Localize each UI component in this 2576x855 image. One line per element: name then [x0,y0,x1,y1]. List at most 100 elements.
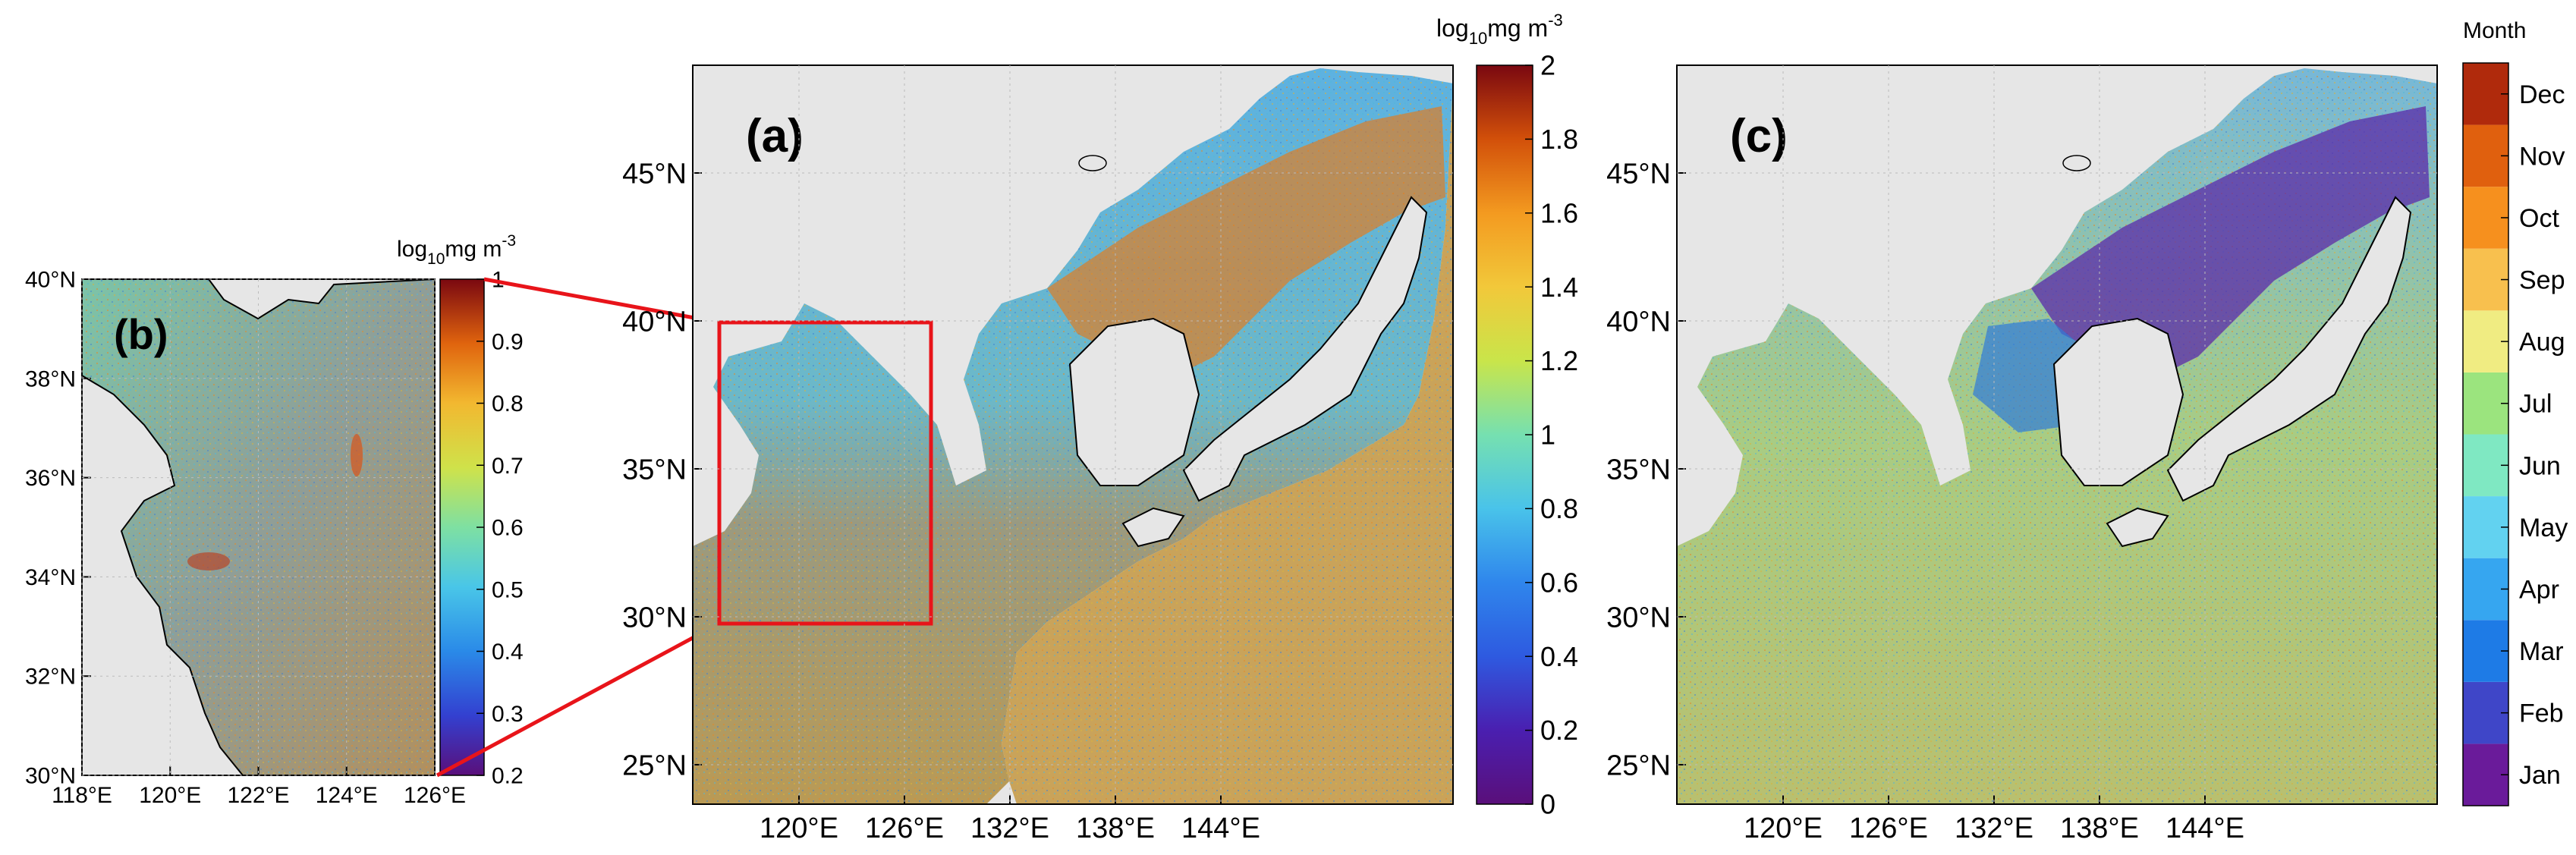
lon-tick-label: 144°E [2166,813,2244,844]
panel-a: (a) 120°E 126°E 132°E 138°E 144°E 25°N 30°N 35… [622,11,1578,844]
month-label: Feb [2519,699,2564,728]
panel-c-kyushu [2106,507,2169,548]
panel-a-colorbar-ticks: 0 0.2 0.4 0.6 0.8 1 1.2 1.4 1.6 1.8 2 [1525,50,1578,820]
panel-a-lat-ticks: 25°N 30°N 35°N 40°N 45°N [622,158,1453,781]
lon-tick-label: 138°E [1076,813,1155,844]
panel-b-label: (b) [114,310,168,358]
colorbar-tick-label: 0.6 [492,516,524,541]
panel-b-coastline [81,278,436,776]
lat-tick-label: 40°N [25,268,76,293]
lat-tick-label: 34°N [25,565,76,590]
colorbar-tick-label: 1.2 [1540,345,1578,376]
lat-tick-label: 38°N [25,366,76,391]
panel-b-lon-ticks: 118°E 120°E 122°E 124°E 126°E [52,279,466,808]
lon-tick-label: 118°E [52,783,112,808]
lat-tick-label: 40°N [1606,306,1671,338]
lon-tick-label: 126°E [1849,813,1928,844]
panel-c-lake [2062,155,2091,171]
lon-tick-label: 132°E [970,813,1049,844]
colorbar-tick-label: 0.4 [1540,641,1578,672]
panel-b-colorbar-unit: log10mg m-3 [397,232,516,268]
lon-tick-label: 122°E [227,783,289,808]
colorbar-tick-label: 0.6 [1540,567,1578,598]
month-label: Jul [2519,390,2552,419]
lat-tick-label: 45°N [1606,158,1671,190]
month-label: Nov [2519,142,2565,171]
panel-a-label: (a) [746,110,804,162]
panel-a-open-ocean-texture [1002,83,1453,804]
panel-b-lat-ticks: 30°N 32°N 34°N 36°N 38°N 40°N [25,268,435,789]
panel-c-month-colorbar: Jan Feb Mar Apr May Jun Jul Aug Sep Oct Nov Dec [2462,62,2568,806]
panel-a-kyushu [1121,507,1185,548]
colorbar-tick-label: 1 [1540,420,1555,451]
panel-a-lake [1078,155,1107,171]
panel-a-japan [1182,196,1428,502]
panel-b-colorbar-ticks: 0.20.30.40.50.60.70.80.91 [477,268,524,789]
zoom-connector-bottom [436,621,721,778]
month-colorbar-frame [2462,62,2509,806]
month-label: Apr [2519,575,2559,604]
lat-tick-label: 25°N [622,750,687,781]
panel-a-colorbar [1476,64,1533,805]
lat-tick-label: 36°N [25,466,76,491]
panel-a-highchl-north [1047,106,1445,372]
lat-tick-label: 25°N [1606,750,1671,781]
lon-tick-label: 132°E [1955,813,2033,844]
panel-c-label: (c) [1730,110,1788,162]
panel-a-frame [692,64,1454,805]
colorbar-tick-label: 0 [1540,789,1555,820]
panel-c-colorbar-title: Month [2463,18,2526,43]
colorbar-tick-label: 0.9 [492,329,524,354]
panel-c-japan [2166,196,2412,502]
colorbar-tick-label: 2 [1540,50,1555,81]
month-label: Jun [2519,451,2561,480]
panel-c-lat-ticks: 25°N 30°N 35°N 40°N 45°N [1606,158,2437,781]
colorbar-tick-label: 1.8 [1540,124,1578,155]
colorbar-tick-label: 0.2 [492,764,524,789]
month-label: May [2519,514,2568,542]
colorbar-tick-label: 0.4 [492,640,524,665]
panel-a-colorbar-unit: log10mg m-3 [1436,11,1563,48]
panel-a-zoom-box [717,320,933,626]
panel-c: (c) 120°E 126°E 132°E 138°E 144°E 25°N 30°N 35… [1606,18,2568,844]
month-label: Dec [2519,80,2565,109]
lon-tick-label: 138°E [2060,813,2139,844]
panel-b-feature [187,552,230,571]
lat-tick-label: 45°N [622,158,687,190]
lat-tick-label: 32°N [25,665,76,690]
panel-b-feature [351,434,363,476]
month-label: Oct [2519,204,2559,233]
month-label: Jan [2519,761,2561,790]
zoom-connector-top [483,277,720,325]
colorbar-tick-label: 0.8 [492,391,524,416]
lat-tick-label: 30°N [25,764,76,789]
panel-c-lon-ticks: 120°E 126°E 132°E 138°E 144°E [1744,65,2244,844]
colorbar-tick-label: 0.2 [1540,715,1578,746]
colorbar-tick-label: 0.5 [492,577,524,602]
lon-tick-label: 144°E [1181,813,1260,844]
panel-c-winter-north [2031,106,2430,372]
lat-tick-label: 35°N [622,454,687,486]
lon-tick-label: 120°E [1744,813,1823,844]
colorbar-tick-label: 0.3 [492,702,524,727]
lon-tick-label: 120°E [139,783,201,808]
lon-tick-label: 126°E [404,783,466,808]
lat-tick-label: 30°N [1606,602,1671,633]
colorbar-tick-label: 1.6 [1540,197,1578,228]
month-label: Mar [2519,637,2564,666]
panel-a-korea [1068,317,1200,486]
month-label: Aug [2519,328,2565,357]
lon-tick-label: 124°E [316,783,378,808]
panel-a-lon-ticks: 120°E 126°E 132°E 138°E 144°E [760,65,1260,844]
lat-tick-label: 30°N [622,602,687,633]
lon-tick-label: 120°E [760,813,838,844]
lon-tick-label: 126°E [865,813,944,844]
lat-tick-label: 35°N [1606,454,1671,486]
panel-c-korea [2052,317,2184,486]
colorbar-tick-label: 0.7 [492,454,524,479]
lat-tick-label: 40°N [622,306,687,338]
colorbar-tick-label: 0.8 [1540,493,1578,524]
month-label: Sep [2519,266,2565,295]
panel-c-frame [1676,64,2438,805]
